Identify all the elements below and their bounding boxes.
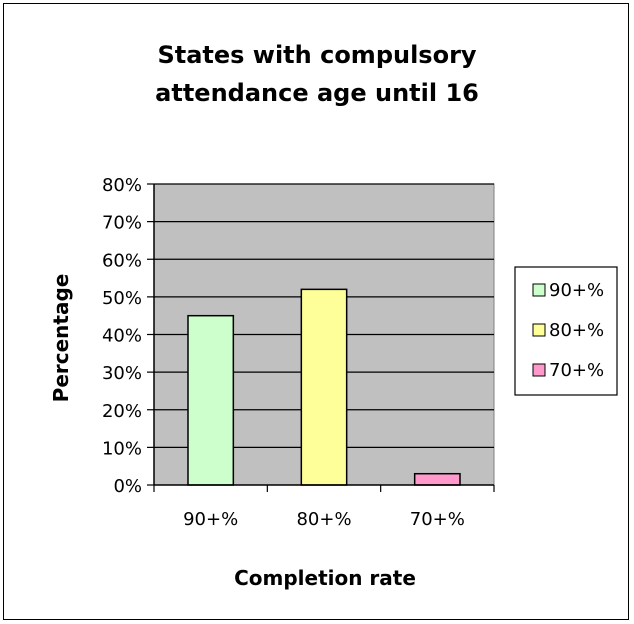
x-tick-label: 70+% (410, 509, 465, 530)
legend-items: 90+% 80+% 70+% (532, 280, 604, 381)
y-tick-label: 10% (102, 438, 142, 459)
bar (300, 288, 348, 486)
y-tick-label: 50% (102, 288, 142, 309)
y-axis-label: Percentage (49, 274, 73, 403)
y-tick-label: 0% (113, 476, 142, 497)
axes (147, 183, 495, 492)
y-tick-label: 80% (102, 175, 142, 196)
legend-swatch (532, 323, 546, 337)
x-axis-label: Completion rate (234, 566, 416, 590)
legend-label: 90+% (549, 280, 604, 301)
chart-title-line-1: States with compulsory (157, 41, 476, 69)
x-tick-labels: 90+% 80+% 70+% (183, 509, 465, 530)
y-tick-label: 30% (102, 363, 142, 384)
legend-swatch (532, 363, 546, 377)
y-tick-label: 40% (102, 326, 142, 347)
y-tick-label: 70% (102, 213, 142, 234)
legend-label: 70+% (549, 360, 604, 381)
bar (413, 472, 461, 486)
legend: 90+% 80+% 70+% (514, 266, 618, 396)
legend-label: 80+% (549, 320, 604, 341)
x-tick-label: 80+% (296, 509, 351, 530)
y-tick-labels: 0% 10% 20% 30% 40% 50% 60% 70% 80% (102, 175, 142, 497)
chart-title-line-2: attendance age until 16 (155, 79, 479, 107)
x-tick-label: 90+% (183, 509, 238, 530)
y-tick-label: 60% (102, 250, 142, 271)
legend-box (514, 266, 618, 396)
bars (187, 288, 461, 486)
y-tick-label: 20% (102, 401, 142, 422)
bar (187, 314, 235, 486)
legend-swatch (532, 283, 546, 297)
